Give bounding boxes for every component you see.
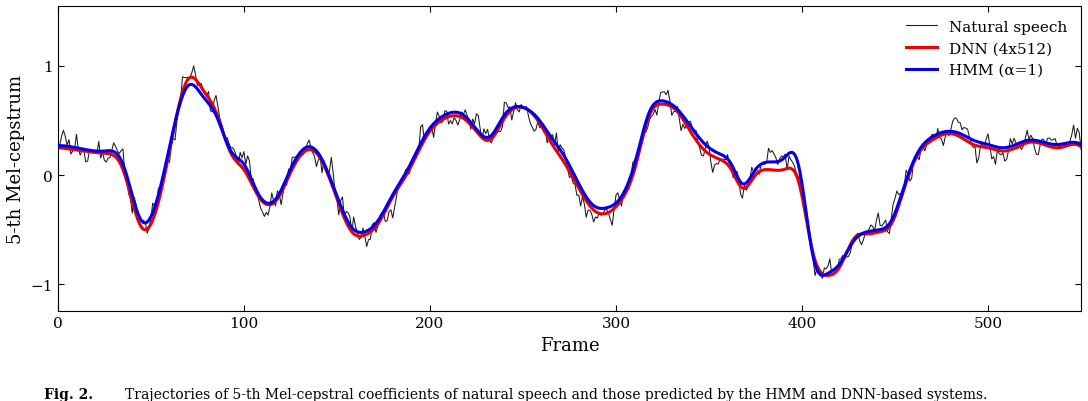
Line: Natural speech: Natural speech bbox=[58, 67, 1081, 279]
HMM (α=1) bbox=[449, 111, 462, 115]
DNN (4x512) bbox=[1031, 141, 1044, 146]
Text: Fig. 2.: Fig. 2. bbox=[44, 387, 92, 401]
HMM (α=1) bbox=[1075, 143, 1088, 148]
HMM (α=1) bbox=[1031, 139, 1044, 144]
DNN (4x512) bbox=[517, 106, 530, 111]
Natural speech bbox=[187, 64, 200, 69]
Natural speech bbox=[758, 162, 771, 167]
HMM (α=1) bbox=[185, 83, 198, 87]
HMM (α=1) bbox=[758, 161, 771, 166]
Line: DNN (4x512): DNN (4x512) bbox=[58, 78, 1081, 276]
DNN (4x512) bbox=[449, 114, 462, 119]
HMM (α=1) bbox=[517, 106, 530, 111]
Text: Trajectories of 5-th Mel-cepstral coefficients of natural speech and those predi: Trajectories of 5-th Mel-cepstral coeffi… bbox=[125, 387, 988, 401]
Natural speech bbox=[507, 110, 520, 115]
Natural speech bbox=[51, 146, 64, 151]
Natural speech bbox=[449, 119, 462, 124]
Line: HMM (α=1): HMM (α=1) bbox=[58, 85, 1081, 276]
HMM (α=1) bbox=[507, 105, 520, 110]
HMM (α=1) bbox=[816, 273, 829, 278]
DNN (4x512) bbox=[1075, 145, 1088, 150]
DNN (4x512) bbox=[51, 146, 64, 151]
Natural speech bbox=[816, 276, 829, 281]
Natural speech bbox=[1031, 153, 1044, 158]
Natural speech bbox=[1075, 148, 1088, 152]
DNN (4x512) bbox=[82, 150, 95, 155]
DNN (4x512) bbox=[507, 107, 520, 112]
X-axis label: Frame: Frame bbox=[540, 336, 599, 354]
DNN (4x512) bbox=[758, 168, 771, 173]
Natural speech bbox=[82, 159, 95, 164]
HMM (α=1) bbox=[82, 148, 95, 153]
Natural speech bbox=[517, 105, 530, 110]
DNN (4x512) bbox=[821, 273, 834, 278]
Legend: Natural speech, DNN (4x512), HMM (α=1): Natural speech, DNN (4x512), HMM (α=1) bbox=[900, 14, 1074, 84]
DNN (4x512) bbox=[185, 75, 198, 80]
Y-axis label: 5-th Mel-cepstrum: 5-th Mel-cepstrum bbox=[7, 75, 25, 244]
HMM (α=1) bbox=[51, 144, 64, 149]
